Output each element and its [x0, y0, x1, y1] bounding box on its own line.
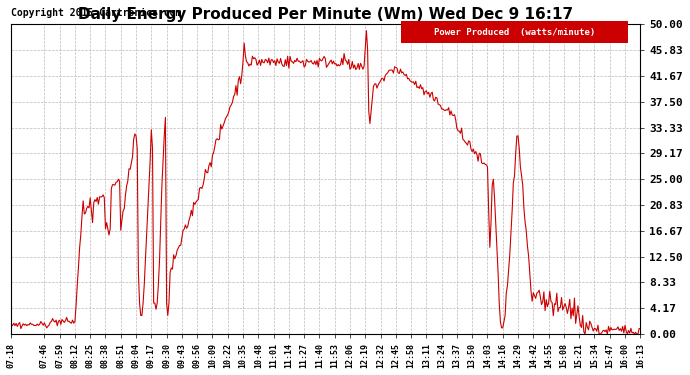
Title: Daily Energy Produced Per Minute (Wm) Wed Dec 9 16:17: Daily Energy Produced Per Minute (Wm) We… — [78, 7, 573, 22]
Text: Copyright 2015 Cartronics.com: Copyright 2015 Cartronics.com — [12, 8, 182, 18]
FancyBboxPatch shape — [402, 21, 628, 43]
Text: Power Produced  (watts/minute): Power Produced (watts/minute) — [434, 28, 595, 37]
